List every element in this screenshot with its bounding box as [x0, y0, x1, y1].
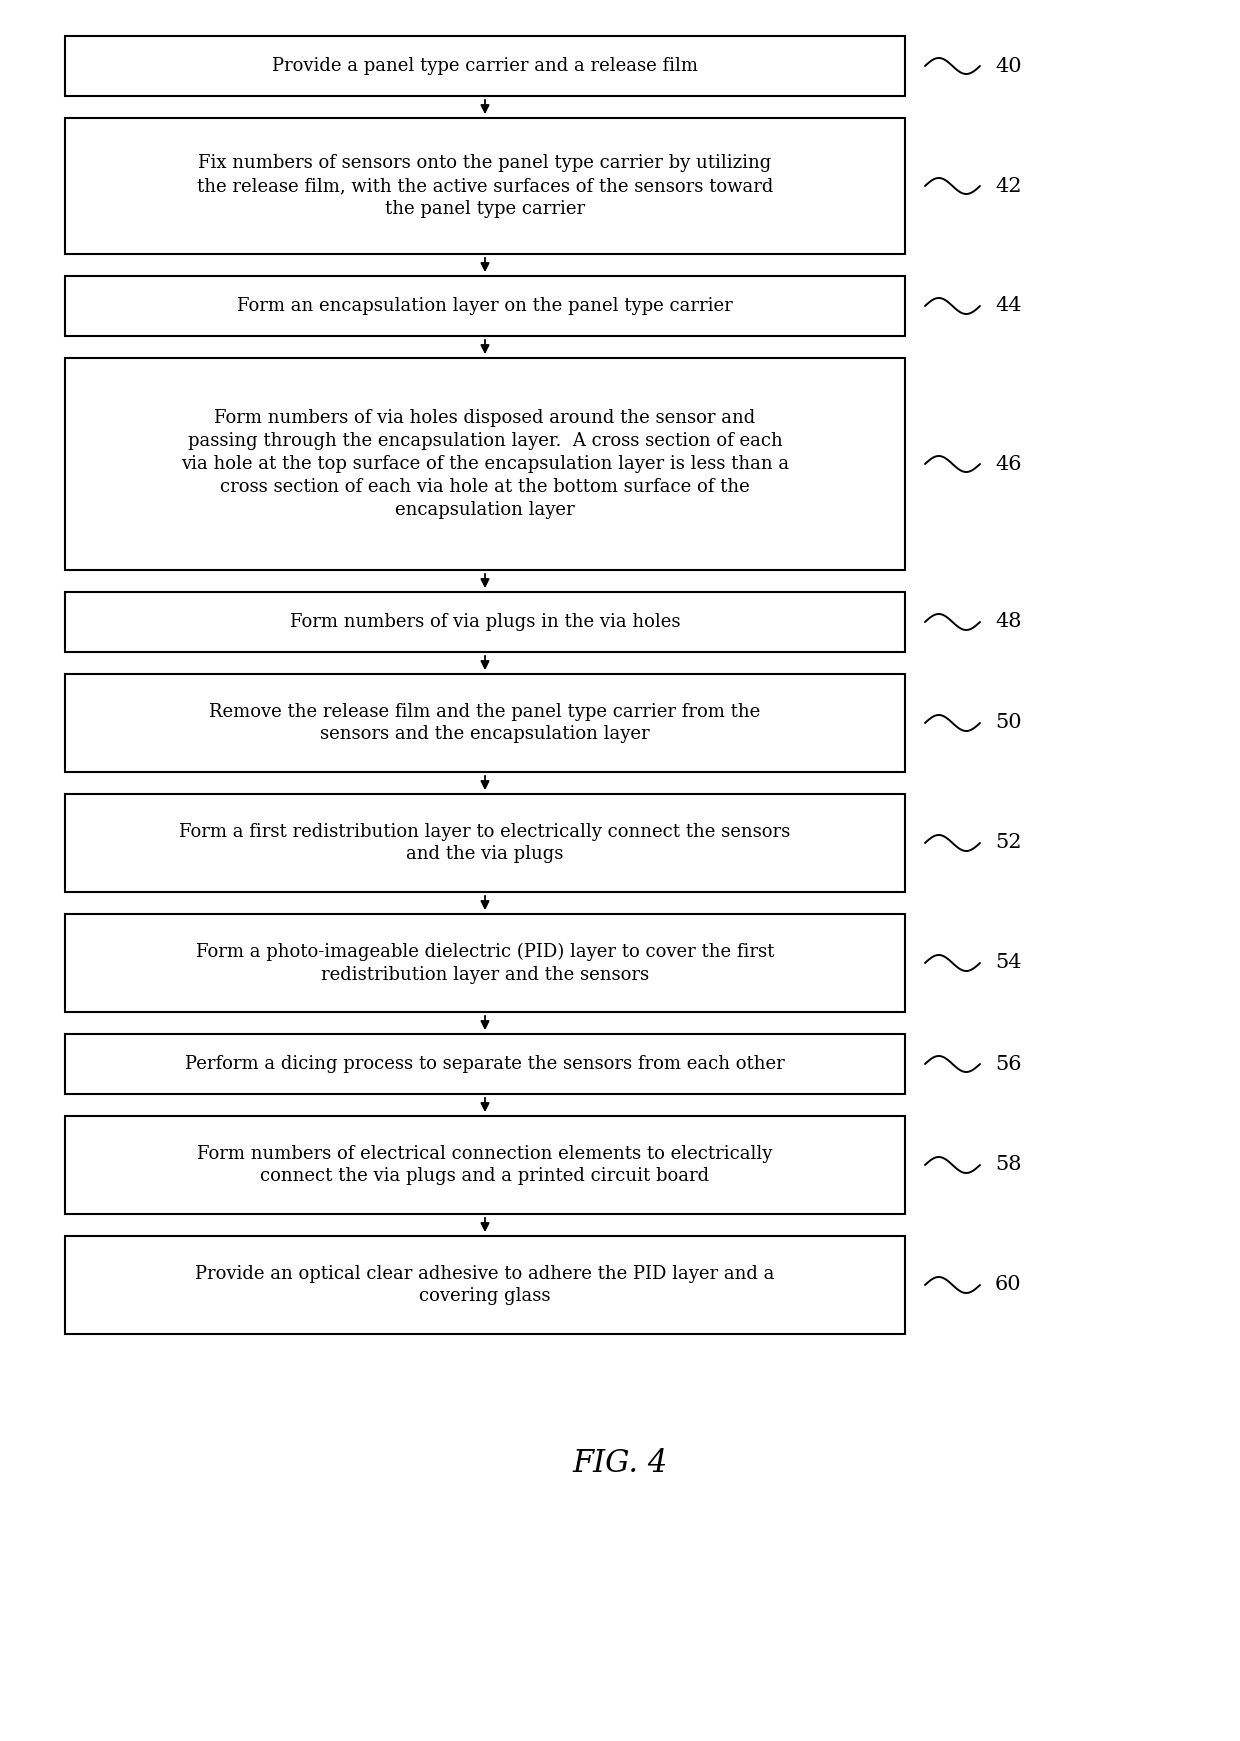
Text: 42: 42 — [994, 176, 1022, 195]
Text: Form an encapsulation layer on the panel type carrier: Form an encapsulation layer on the panel… — [237, 298, 733, 315]
Text: Fix numbers of sensors onto the panel type carrier by utilizing
the release film: Fix numbers of sensors onto the panel ty… — [197, 155, 774, 218]
Text: 54: 54 — [994, 954, 1022, 973]
Bar — [64, 37, 905, 96]
Text: Provide an optical clear adhesive to adhere the PID layer and a
covering glass: Provide an optical clear adhesive to adh… — [196, 1264, 775, 1306]
Text: 58: 58 — [994, 1156, 1022, 1175]
Text: FIG. 4: FIG. 4 — [573, 1449, 667, 1480]
Text: Perform a dicing process to separate the sensors from each other: Perform a dicing process to separate the… — [185, 1055, 785, 1072]
Text: 52: 52 — [994, 834, 1022, 853]
Text: Form a first redistribution layer to electrically connect the sensors
and the vi: Form a first redistribution layer to ele… — [180, 822, 791, 864]
Bar — [64, 1034, 905, 1093]
Bar — [64, 359, 905, 569]
Text: Form numbers of electrical connection elements to electrically
connect the via p: Form numbers of electrical connection el… — [197, 1144, 773, 1186]
Text: 56: 56 — [994, 1055, 1022, 1074]
Text: 48: 48 — [994, 613, 1022, 632]
Text: 44: 44 — [994, 296, 1022, 315]
Bar — [64, 794, 905, 891]
Bar — [64, 1236, 905, 1334]
Text: 40: 40 — [994, 56, 1022, 75]
Bar — [64, 118, 905, 254]
Bar — [64, 674, 905, 771]
Text: Form numbers of via plugs in the via holes: Form numbers of via plugs in the via hol… — [290, 613, 681, 630]
Bar — [64, 914, 905, 1012]
Text: Form a photo-imageable dielectric (PID) layer to cover the first
redistribution : Form a photo-imageable dielectric (PID) … — [196, 942, 774, 984]
Bar — [64, 1116, 905, 1213]
Text: Form numbers of via holes disposed around the sensor and
passing through the enc: Form numbers of via holes disposed aroun… — [181, 409, 789, 519]
Text: Remove the release film and the panel type carrier from the
sensors and the enca: Remove the release film and the panel ty… — [210, 703, 760, 743]
Text: 46: 46 — [994, 454, 1022, 474]
Bar — [64, 277, 905, 336]
Bar — [64, 592, 905, 651]
Text: 60: 60 — [994, 1276, 1022, 1295]
Text: 50: 50 — [994, 714, 1022, 733]
Text: Provide a panel type carrier and a release film: Provide a panel type carrier and a relea… — [272, 57, 698, 75]
